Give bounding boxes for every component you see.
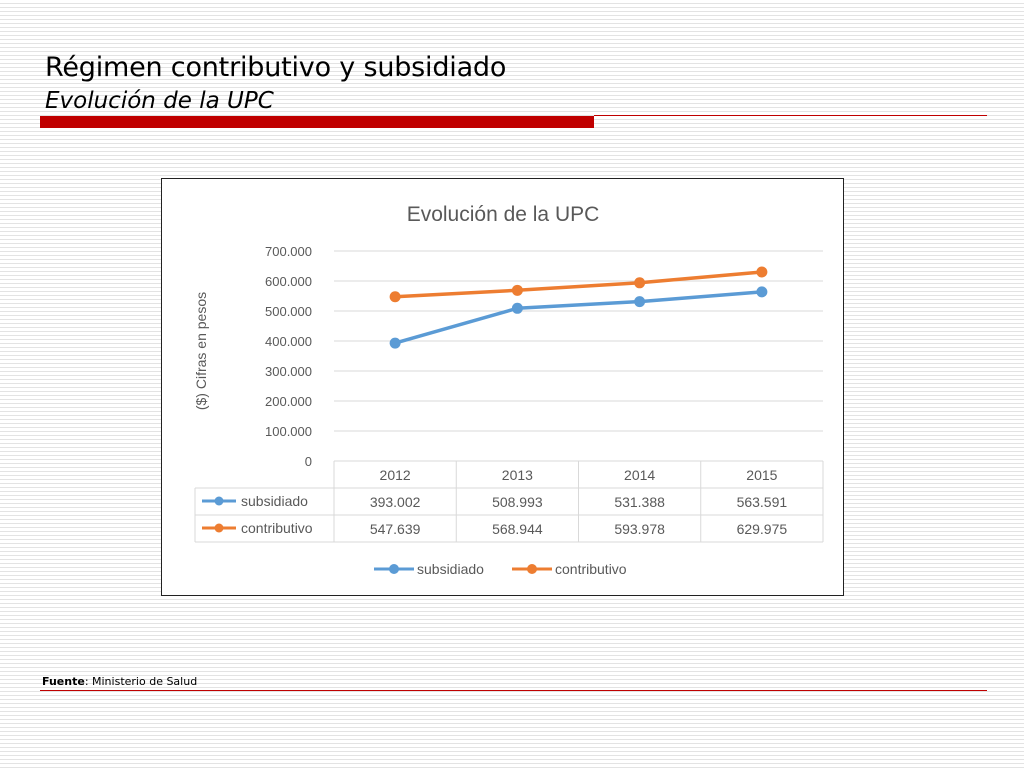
data-table-value: 547.639: [370, 521, 421, 537]
y-tick-label: 200.000: [265, 394, 312, 409]
table-legend-key-marker: [214, 523, 224, 533]
table-legend-key-marker: [214, 496, 224, 506]
source-text: : Ministerio de Salud: [84, 675, 198, 688]
y-tick-label: 300.000: [265, 364, 312, 379]
legend-key-marker: [389, 564, 399, 574]
series-line-subsidiado: [393, 290, 764, 345]
chart-title: Evolución de la UPC: [407, 203, 600, 226]
source-note: Fuente: Ministerio de Salud: [42, 675, 197, 688]
slide-title: Régimen contributivo y subsidiado: [45, 52, 507, 83]
data-point-contributivo: [634, 277, 646, 289]
data-point-subsidiado: [389, 337, 401, 349]
legend-label: contributivo: [555, 561, 627, 577]
y-tick-label: 700.000: [265, 244, 312, 259]
data-point-contributivo: [756, 266, 768, 278]
data-table-value: 568.944: [492, 521, 543, 537]
data-point-subsidiado: [756, 286, 768, 298]
data-table-value: 593.978: [614, 521, 665, 537]
line-chart: Evolución de la UPC 0 100.000 200.000 300.00…: [193, 203, 824, 577]
y-axis-label: ($) Cifras en pesos: [193, 292, 209, 410]
data-table-value: 629.975: [737, 521, 788, 537]
y-tick-label: 500.000: [265, 304, 312, 319]
data-table-value: 393.002: [370, 494, 421, 510]
table-series-label: contributivo: [241, 520, 313, 536]
y-tick-label: 400.000: [265, 334, 312, 349]
x-category-label: 2014: [624, 467, 655, 483]
x-category-label: 2013: [502, 467, 533, 483]
y-tick-label: 0: [305, 454, 312, 469]
data-table-value: 531.388: [614, 494, 665, 510]
source-label: Fuente: [42, 675, 85, 688]
y-tick-label: 600.000: [265, 274, 312, 289]
title-accent-bar: [40, 116, 594, 128]
footer-divider-line: [40, 690, 987, 691]
legend-key-marker: [527, 564, 537, 574]
data-point-subsidiado: [511, 302, 523, 314]
y-tick-label: 100.000: [265, 424, 312, 439]
title-divider-line: [594, 115, 987, 116]
series-line-contributivo: [393, 270, 764, 299]
data-point-subsidiado: [634, 296, 646, 308]
data-point-contributivo: [511, 284, 523, 296]
slide-subtitle: Evolución de la UPC: [45, 88, 274, 114]
chart-frame: Evolución de la UPC 0 100.000 200.000 300.00…: [161, 178, 844, 596]
table-series-label: subsidiado: [241, 493, 308, 509]
x-category-label: 2012: [380, 467, 411, 483]
data-point-contributivo: [389, 291, 401, 303]
x-category-label: 2015: [746, 467, 777, 483]
data-table-value: 508.993: [492, 494, 543, 510]
legend-label: subsidiado: [417, 561, 484, 577]
data-table-value: 563.591: [737, 494, 788, 510]
